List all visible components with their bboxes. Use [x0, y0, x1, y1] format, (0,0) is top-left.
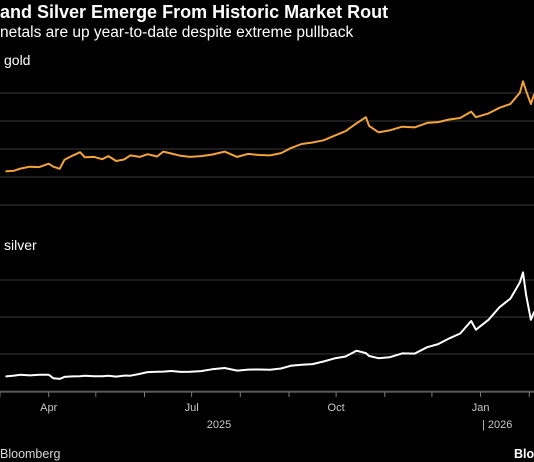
- chart-subtitle: netals are up year-to-date despite extre…: [0, 24, 354, 41]
- silver-series-line: [5, 271, 534, 380]
- silver-panel-gridlines: [0, 279, 534, 392]
- silver-panel-label: silver: [4, 237, 37, 253]
- year-label-2025: 2025: [207, 419, 231, 431]
- gold-panel-gridlines: [0, 92, 534, 206]
- gold-series-line: [5, 80, 534, 173]
- chart-title: and Silver Emerge From Historic Market R…: [0, 2, 389, 22]
- series-lines: [5, 80, 534, 380]
- x-tick-label: Jan: [472, 402, 490, 414]
- x-tick-label: Oct: [328, 402, 345, 414]
- brand-label: Blo: [514, 447, 534, 461]
- source-credit: Bloomberg: [0, 447, 61, 461]
- x-tick-label: Jul: [185, 402, 199, 414]
- x-tick-label: Apr: [40, 402, 57, 414]
- year-label-2026: | 2026: [482, 419, 512, 431]
- x-axis: Apr Jul Oct Jan 2025 | 2026: [0, 391, 534, 431]
- gold-panel-label: gold: [4, 52, 31, 68]
